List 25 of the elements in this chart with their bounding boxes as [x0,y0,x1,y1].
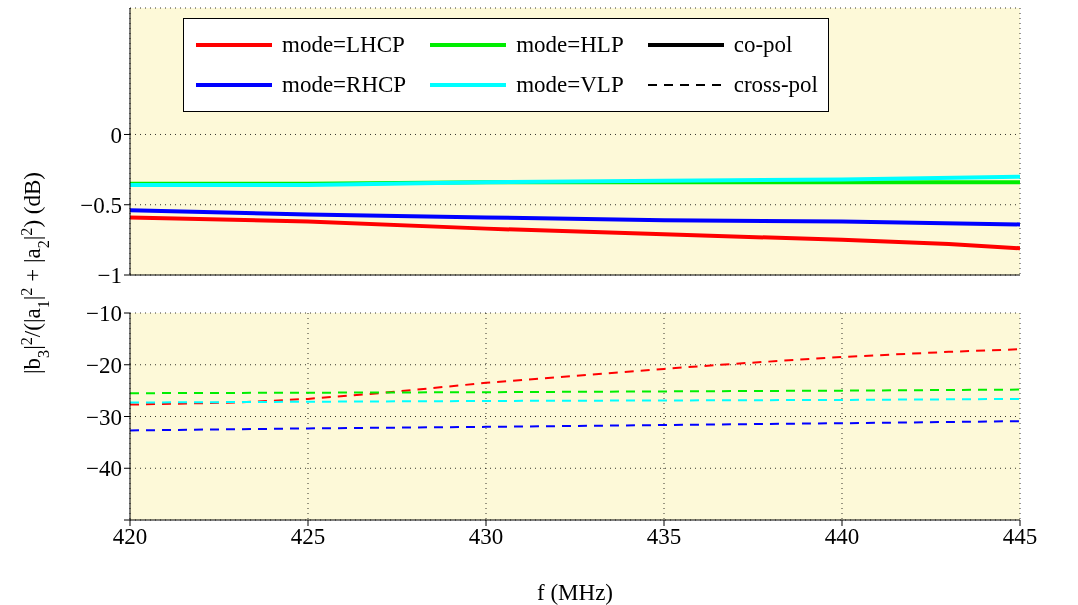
line-series [130,208,1020,227]
y-tick-label: −30 [86,404,122,430]
x-tick-label: 445 [1002,524,1038,550]
x-tick-label: 425 [290,524,326,550]
y-tick-label: −1 [97,263,122,289]
y-tick-label: −0.5 [80,192,122,218]
y-tick-label: −10 [86,301,122,327]
x-tick-label: 420 [112,524,148,550]
line-series [130,348,1020,406]
legend-label: mode=RHCP [282,72,407,98]
line-series [130,215,1020,251]
y-tick-label: −40 [86,456,122,482]
legend-label: co-pol [733,32,793,58]
line-series [130,420,1020,432]
legend-label: mode=HLP [516,32,624,58]
legend-label: mode=VLP [516,72,624,98]
x-tick-label: 435 [646,524,682,550]
legend-label: mode=LHCP [282,32,405,58]
y-tick-label: 0 [110,122,122,148]
legend-label: cross-pol [733,72,819,98]
y-tick-label: −20 [86,352,122,378]
x-axis-title: f (MHz) [537,580,613,605]
line-series [130,174,1020,188]
x-tick-label: 430 [468,524,504,550]
x-tick-label: 440 [824,524,860,550]
